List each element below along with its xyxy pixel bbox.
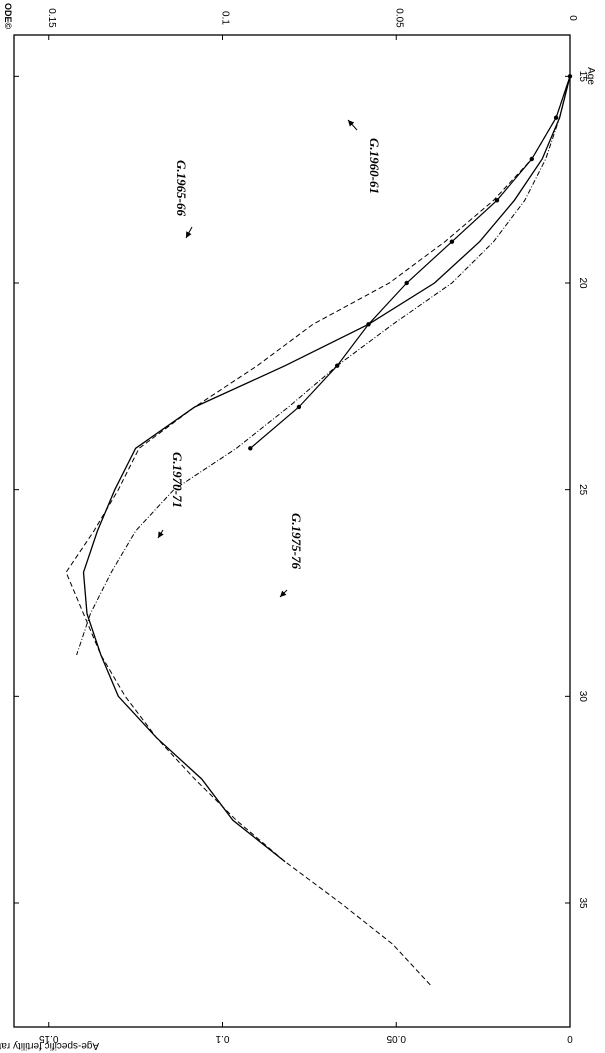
series-line-g-1960-61 (65, 76, 571, 987)
series-label-g-1970-71: G.1970-71 (170, 452, 185, 508)
series-line-g-1970-71 (76, 76, 571, 656)
x-axis-title: Age (585, 67, 596, 85)
data-point-g-1975-76 (248, 446, 253, 451)
data-point-g-1975-76 (529, 156, 534, 162)
data-point-g-1975-76 (404, 280, 409, 286)
data-point-g-1975-76 (553, 115, 559, 120)
x-tick-label: 15 (577, 71, 588, 83)
series-arrowhead-g-1975-76 (280, 590, 287, 597)
x-tick-label: 35 (577, 897, 588, 909)
data-point-g-1975-76 (567, 74, 573, 79)
series-arrowhead-g-1965-66 (186, 231, 192, 238)
series-label-g-1975-76: G.1975-76 (289, 513, 304, 569)
y-tick-label-bottom: 0 (567, 1033, 573, 1044)
y-tick-label-top: 0.15 (46, 8, 57, 28)
series-arrowhead-g-1970-71 (158, 531, 164, 538)
data-point-g-1975-76 (296, 404, 302, 410)
data-point-g-1975-76 (335, 363, 340, 368)
series-arrowhead-g-1960-61 (348, 120, 355, 127)
ticks-layer: 15 20 25 30 35 0 0 0.05 0.05 0.1 0.1 0.15 0.15 (14, 8, 588, 1044)
y-tick-label-top: 0.05 (393, 8, 404, 28)
plot-frame (13, 34, 571, 1028)
x-tick-label: 30 (577, 691, 588, 703)
series-label-g-1960-61: G.1960-61 (367, 138, 382, 194)
series-line-g-1975-76 (249, 76, 571, 449)
x-tick-label: 20 (577, 277, 588, 289)
y-tick-label-top: 0.1 (220, 11, 231, 25)
y-tick-label-bottom: 0.15 (39, 1033, 59, 1044)
x-tick-label: 25 (577, 484, 588, 496)
y-tick-label-bottom: 0.1 (215, 1033, 229, 1044)
y-axis-title: Age-specific fertility rate (0, 1040, 99, 1051)
data-point-g-1975-76 (366, 322, 371, 327)
data-point-g-1975-76 (449, 239, 455, 244)
y-tick-label-top: 0 (567, 15, 578, 21)
labels-layer: G.1960-61 G.1965-66 G.1970-71 G.1975-76 (157, 119, 382, 598)
series-layer (65, 74, 573, 987)
data-point-g-1975-76 (494, 198, 500, 203)
copyright-text: ODE© (3, 3, 13, 30)
y-tick-label-bottom: 0.05 (386, 1033, 406, 1044)
series-label-g-1965-66: G.1965-66 (174, 160, 189, 216)
series-line-g-1965-66 (82, 76, 571, 863)
